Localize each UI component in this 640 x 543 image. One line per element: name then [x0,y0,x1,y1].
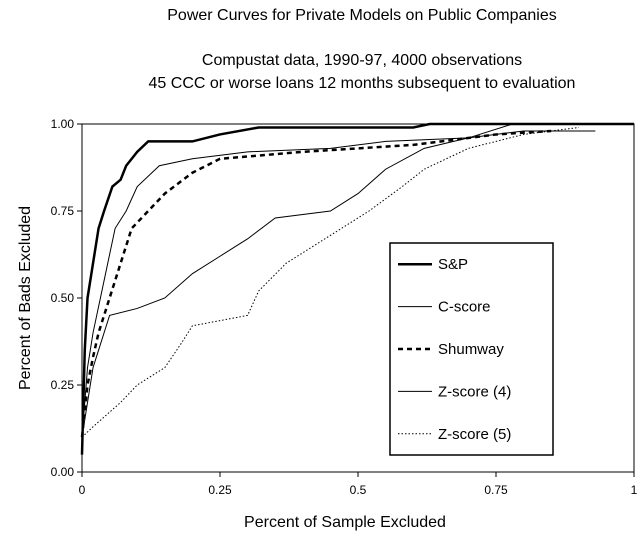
legend-label: Z-score (5) [438,426,511,443]
x-axis-label: Percent of Sample Excluded [244,514,446,531]
chart-subtitle: Compustat data, 1990-97, 4000 observatio… [202,52,522,69]
series-line [80,122,634,455]
chart-subtitle: 45 CCC or worse loans 12 months subseque… [149,75,576,92]
series-line [81,126,579,438]
x-tick-label: 0.5 [350,483,367,497]
x-tick-label: 0.75 [484,483,508,497]
legend-label: S&P [438,256,468,273]
x-tick-label: 0.25 [208,483,232,497]
legend-label: C-score [438,299,491,316]
y-tick-label: 1.00 [51,117,75,131]
legend-label: Shumway [438,341,504,358]
series-line [81,123,634,438]
x-tick-label: 1 [631,483,638,497]
y-tick-label: 0.75 [51,204,75,218]
series-line [81,130,596,438]
y-tick-label: 0.50 [51,291,75,305]
y-tick-label: 0.25 [51,378,75,392]
chart-title: Power Curves for Private Models on Publi… [167,7,557,24]
x-tick-label: 0 [79,483,86,497]
y-axis-label: Percent of Bads Excluded [17,206,34,390]
legend-label: Z-score (4) [438,383,511,400]
y-tick-label: 0.00 [51,465,75,479]
